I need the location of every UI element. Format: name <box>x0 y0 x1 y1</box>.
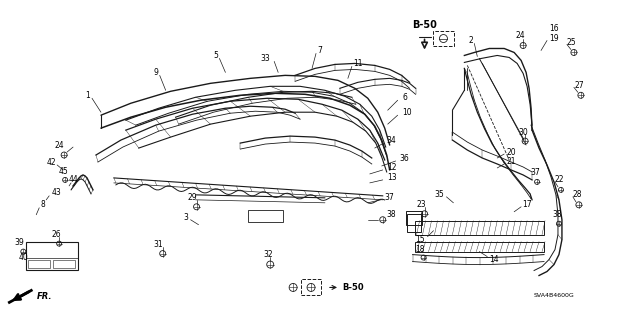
Text: 25: 25 <box>566 38 576 47</box>
Text: 2: 2 <box>469 36 474 45</box>
Bar <box>26 241 78 270</box>
Text: 7: 7 <box>317 46 323 55</box>
Text: 37: 37 <box>530 168 540 177</box>
Bar <box>415 221 544 235</box>
Text: 3: 3 <box>183 213 188 222</box>
Bar <box>415 241 544 252</box>
Text: 35: 35 <box>435 190 444 199</box>
Text: 39: 39 <box>15 238 24 247</box>
Text: 24: 24 <box>54 141 64 150</box>
Bar <box>53 260 75 268</box>
Text: 30: 30 <box>518 128 528 137</box>
Text: SVA4B4600G: SVA4B4600G <box>534 293 574 298</box>
Text: 20: 20 <box>506 147 516 157</box>
Bar <box>28 260 50 268</box>
Text: FR.: FR. <box>37 292 52 301</box>
Text: 15: 15 <box>415 235 424 244</box>
Bar <box>248 210 283 222</box>
Text: 42: 42 <box>46 159 56 167</box>
Text: 8: 8 <box>41 200 45 209</box>
Text: 17: 17 <box>522 200 532 209</box>
Text: 1: 1 <box>86 91 90 100</box>
Text: 9: 9 <box>154 68 158 77</box>
Text: 38: 38 <box>387 210 397 219</box>
Text: 16: 16 <box>549 24 559 33</box>
Text: 12: 12 <box>387 163 396 173</box>
Text: 5: 5 <box>213 51 218 60</box>
Text: 33: 33 <box>260 54 270 63</box>
Text: 26: 26 <box>51 230 61 239</box>
Bar <box>406 211 422 225</box>
Text: 45: 45 <box>58 167 68 176</box>
Text: 6: 6 <box>402 93 407 102</box>
Text: 36: 36 <box>400 153 410 162</box>
Text: 21: 21 <box>506 158 516 167</box>
Text: 19: 19 <box>549 34 559 43</box>
Bar <box>301 279 321 295</box>
Bar <box>406 214 420 232</box>
Text: 32: 32 <box>264 250 273 259</box>
Text: 23: 23 <box>417 200 426 209</box>
Text: 22: 22 <box>554 175 564 184</box>
Text: 11: 11 <box>353 59 363 68</box>
Text: 24: 24 <box>515 31 525 40</box>
Text: 27: 27 <box>574 81 584 90</box>
Text: 31: 31 <box>154 240 163 249</box>
Text: 44: 44 <box>68 175 78 184</box>
Text: 40: 40 <box>19 253 28 262</box>
Bar <box>433 31 454 47</box>
Text: 10: 10 <box>402 108 412 117</box>
Text: 34: 34 <box>387 136 397 145</box>
Text: B-50: B-50 <box>412 19 437 30</box>
Text: 37: 37 <box>385 193 395 202</box>
Text: 29: 29 <box>188 193 197 202</box>
Text: 14: 14 <box>490 255 499 264</box>
Text: 13: 13 <box>387 174 397 182</box>
Text: 38: 38 <box>552 210 562 219</box>
Text: 43: 43 <box>51 188 61 197</box>
Text: 18: 18 <box>415 245 424 254</box>
Text: B-50: B-50 <box>342 283 364 292</box>
Text: 28: 28 <box>572 190 582 199</box>
